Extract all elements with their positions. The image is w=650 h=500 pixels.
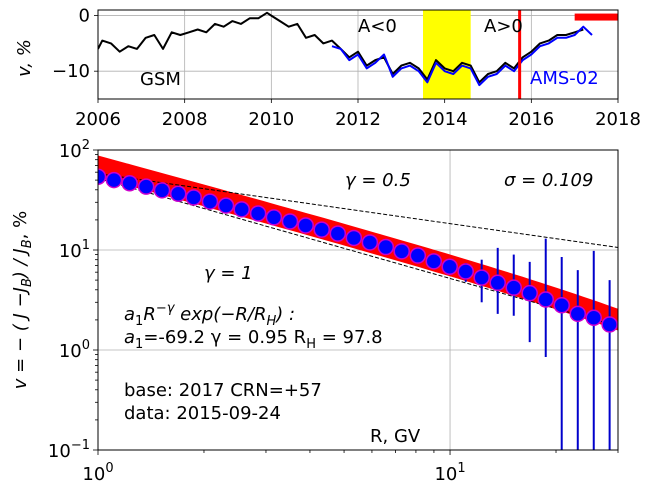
data-point: [521, 284, 538, 302]
data-point: [185, 189, 202, 206]
data-point: [313, 221, 330, 238]
gamma-one-label: γ = 1: [204, 263, 253, 284]
top-xtick-label: 2018: [595, 109, 641, 130]
data-point: [553, 297, 570, 314]
data-point: [217, 197, 235, 214]
reference-line-gamma-1: [98, 177, 618, 327]
data-point: [361, 234, 379, 251]
gsm-label: GSM: [140, 69, 181, 90]
top-ytick-label: 0: [79, 6, 90, 27]
top-xticks: 2006 2008 2010 2012 2014 2016 2018: [75, 99, 641, 130]
gsm-series-line: [98, 11, 584, 84]
data-point: [425, 253, 443, 270]
data-point: [473, 269, 490, 286]
top-xtick-label: 2012: [335, 109, 381, 130]
data-point: [537, 291, 554, 308]
top-xtick-label: 2006: [75, 109, 121, 130]
data-point: [585, 309, 603, 327]
bottom-ytick-label: 100: [59, 338, 90, 362]
data-point: [569, 305, 587, 323]
bottom-ytick-label: 101: [59, 238, 90, 262]
error-bars: [448, 238, 611, 450]
data-point: [265, 209, 283, 226]
top-yticks: 0 −10: [52, 6, 98, 82]
bottom-ytick-label: 10−1: [48, 438, 90, 462]
data-point: [153, 182, 171, 199]
data-point: [281, 213, 299, 230]
bottom-frame: [97, 149, 619, 451]
top-xtick-label: 2008: [162, 109, 208, 130]
data-point: [121, 175, 138, 192]
data-point: [601, 316, 618, 333]
a-neg-shaded-span: [423, 10, 471, 99]
gamma-half-label: γ = 0.5: [345, 170, 411, 191]
data-point: [249, 205, 267, 222]
bottom-ytick-label: 102: [59, 138, 90, 162]
bottom-ylabel: v = − ( J −JB) / JB, %: [10, 211, 35, 389]
top-xtick-label: 2016: [508, 109, 554, 130]
fit-formula: a1R−γ exp(−R/RH) :: [124, 301, 295, 329]
data-point: [137, 178, 155, 195]
base-period-bar: [574, 13, 618, 21]
data-point: [457, 263, 474, 280]
base-label: base: 2017 CRN=+57: [124, 380, 322, 401]
fit-params: a1=-69.2 γ = 0.95 RH = 97.8: [124, 327, 383, 352]
bottom-xlabel: R, GV: [370, 426, 421, 447]
data-point: [169, 185, 187, 203]
top-ytick-label: −10: [52, 61, 90, 82]
bottom-xticks: 100 101: [82, 450, 619, 485]
top-xtick-label: 2010: [248, 109, 294, 130]
data-point: [105, 171, 123, 189]
reference-line-gamma-0-5: [98, 173, 618, 248]
data-point: [377, 238, 395, 256]
top-panel: 2006 2008 2010 2012 2014 2016 2018 0 −10 v, % G…: [14, 6, 641, 130]
ams-series-line: [331, 25, 593, 87]
data-point: [201, 193, 219, 210]
a-pos-label: A>0: [484, 16, 523, 37]
bottom-yticks: 10−1 100 101 102: [48, 138, 98, 462]
bottom-xtick-label: 100: [82, 461, 113, 485]
data-point: [505, 279, 522, 296]
date-label: data: 2015-09-24: [124, 403, 281, 424]
data-point: [393, 243, 410, 260]
data-point: [233, 201, 250, 218]
sigma-label: σ = 0.109: [504, 170, 593, 191]
data-points: [98, 168, 618, 333]
bottom-xtick-label: 101: [434, 461, 465, 485]
top-ylabel: v, %: [14, 39, 35, 77]
top-lines: [98, 11, 593, 87]
data-point: [98, 168, 107, 186]
ams-label: AMS-02: [530, 68, 599, 89]
data-point: [329, 225, 347, 242]
top-xtick-label: 2014: [422, 109, 468, 130]
data-point: [441, 258, 458, 275]
reference-lines: [98, 173, 618, 327]
top-bar: [574, 13, 618, 21]
data-point: [345, 229, 363, 247]
a-neg-label: A<0: [358, 16, 397, 37]
top-span: [423, 10, 471, 99]
data-point: [409, 247, 427, 264]
data-point: [297, 217, 314, 234]
data-point: [489, 274, 506, 292]
